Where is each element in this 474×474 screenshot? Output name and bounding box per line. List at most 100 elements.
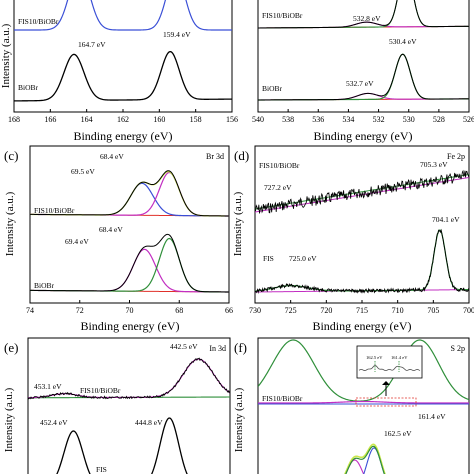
br3d-biobr-component-2 <box>30 237 229 293</box>
in3d-panel-label: (e) <box>4 340 18 355</box>
o1s-x-ticks: 540 538 536 534 532 530 528 526 <box>252 109 474 124</box>
s2p-fis10-component <box>258 339 469 402</box>
bi4f-peak-label-164-7: 164.7 eV <box>78 40 106 49</box>
s2p-fis10-background <box>258 400 469 404</box>
s2p-zoom-arrowhead <box>382 381 390 385</box>
o1s-x-tick-label: 530 <box>403 115 415 124</box>
br3d-peak-label-69-5: 69.5 eV <box>71 167 95 176</box>
fe2p-x-tick-label: 710 <box>392 306 404 315</box>
br3d-x-tick-label: 74 <box>26 306 34 315</box>
s2p-peak-label-162-5: 162.5 eV <box>384 429 412 438</box>
bi4f-peak-label-159-4: 159.4 eV <box>163 30 191 39</box>
o1s-x-tick-label: 534 <box>342 115 354 124</box>
panel-in3d: (e) In 3d Intensity (a.u.) FIS10/BiOBr 4… <box>3 337 231 474</box>
o1s-series-label-fis10: FIS10/BiOBr <box>262 11 303 20</box>
s2p-axes-frame <box>257 337 470 474</box>
panel-br3d: (c) Br 3d 74 72 70 68 66 Binding energy (eV)… <box>4 145 233 333</box>
o1s-x-tick-label: 532 <box>373 115 385 124</box>
fe2p-peak-label-727-2: 727.2 eV <box>264 183 292 192</box>
bi4f-x-ticks: 168 166 164 162 160 158 156 <box>8 109 238 124</box>
o1s-peak-label-532-8: 532.8 eV <box>353 14 381 23</box>
s2p-panel-label: (f) <box>234 340 247 355</box>
bi4f-x-tick-label: 164 <box>81 115 93 124</box>
bi4f-y-axis-title: Intensity (a.u.) <box>0 23 12 88</box>
fe2p-x-axis-title: Binding energy (eV) <box>312 319 411 333</box>
br3d-x-ticks: 74 72 70 68 66 <box>26 300 233 315</box>
fe2p-fis-component <box>255 229 469 292</box>
bi4f-x-tick-label: 166 <box>44 115 56 124</box>
o1s-peak-label-530-4: 530.4 eV <box>389 37 417 46</box>
o1s-x-tick-label: 526 <box>463 115 474 124</box>
fe2p-series-label-fis10: FIS10/BiOBr <box>259 161 300 170</box>
s2p-lower-component-2 <box>363 447 385 474</box>
o1s-series-label-biobr: BiOBr <box>262 84 283 93</box>
br3d-y-axis-title: Intensity (a.u.) <box>4 191 16 256</box>
o1s-biobr-component-2 <box>258 53 469 101</box>
bi4f-x-tick-label: 168 <box>8 115 20 124</box>
panel-bi4f: 168 166 164 162 160 158 156 Binding energy (eV… <box>0 0 238 143</box>
fe2p-x-tick-label: 715 <box>356 306 368 315</box>
fe2p-x-tick-label: 730 <box>249 306 261 315</box>
fe2p-x-tick-label: 700 <box>463 306 474 315</box>
fe2p-x-ticks: 730 725 720 715 710 705 700 <box>249 300 474 315</box>
s2p-inset: 162.5 eV 161.4 eV <box>356 345 423 379</box>
in3d-fis-envelope <box>56 417 188 474</box>
o1s-axes-frame <box>257 0 470 113</box>
panel-fe2p: (d) Fe 2p 730 725 720 715 710 705 700 Binding … <box>232 145 474 333</box>
bi4f-x-tick-label: 156 <box>226 115 238 124</box>
bi4f-series-label-biobr: BiOBr <box>18 83 39 92</box>
fe2p-series-label-fis: FIS <box>263 254 274 263</box>
o1s-peak-label-532-7: 532.7 eV <box>346 79 374 88</box>
s2p-lower-component <box>345 459 365 474</box>
br3d-axes-frame <box>29 145 230 304</box>
fe2p-x-tick-label: 720 <box>320 306 332 315</box>
bi4f-x-tick-label: 162 <box>117 115 129 124</box>
fe2p-core-level: Fe 2p <box>447 152 465 161</box>
s2p-peak-label-161-4: 161.4 eV <box>418 412 446 421</box>
fe2p-fis10-envelope <box>255 169 469 214</box>
in3d-peak-label-453-1: 453.1 eV <box>34 382 62 391</box>
fe2p-peak-label-725-0: 725.0 eV <box>289 254 317 263</box>
br3d-peak-label-69-4: 69.4 eV <box>65 237 89 246</box>
in3d-y-axis-title: Intensity (a.u.) <box>3 387 15 452</box>
fe2p-fis-envelope <box>255 228 469 294</box>
fe2p-x-tick-label: 725 <box>285 306 297 315</box>
fe2p-panel-label: (d) <box>234 148 249 163</box>
fe2p-peak-label-704-1: 704.1 eV <box>432 215 460 224</box>
br3d-x-tick-label: 72 <box>76 306 84 315</box>
br3d-series-label-biobr: BiOBr <box>34 281 55 290</box>
fe2p-peak-label-705-3: 705.3 eV <box>420 160 448 169</box>
br3d-x-tick-label: 66 <box>225 306 233 315</box>
s2p-inset-label-162-5: 162.5 eV <box>366 355 383 360</box>
in3d-peak-label-452-4: 452.4 eV <box>40 418 68 427</box>
o1s-x-tick-label: 528 <box>433 115 445 124</box>
in3d-series-label-fis10: FIS10/BiOBr <box>80 386 121 395</box>
in3d-peak-label-442-5: 442.5 eV <box>170 342 198 351</box>
bi4f-biobr-envelope <box>14 50 232 102</box>
panel-s2p: (f) S 2p Intensity (a.u.) FIS10/BiOBr 16… <box>233 337 470 474</box>
o1s-biobr-envelope <box>258 53 469 101</box>
s2p-core-level: S 2p <box>451 344 465 353</box>
o1s-x-tick-label: 540 <box>252 115 264 124</box>
br3d-core-level: Br 3d <box>206 152 224 161</box>
in3d-fis10-component <box>28 358 230 399</box>
s2p-series-label-fis10: FIS10/BiOBr <box>262 394 303 403</box>
o1s-x-tick-label: 538 <box>282 115 294 124</box>
o1s-x-axis-title: Binding energy (eV) <box>313 129 412 143</box>
br3d-fis10-envelope <box>30 170 229 217</box>
o1s-fis10-envelope <box>258 0 469 29</box>
s2p-inset-curve <box>358 364 421 371</box>
bi4f-x-tick-label: 160 <box>153 115 165 124</box>
s2p-y-axis-title: Intensity (a.u.) <box>233 387 245 452</box>
br3d-peak-label-68-4-bot: 68.4 eV <box>99 225 123 234</box>
br3d-series-label-fis10: FIS10/BiOBr <box>34 206 75 215</box>
br3d-x-axis-title: Binding energy (eV) <box>80 319 179 333</box>
br3d-x-tick-label: 70 <box>126 306 134 315</box>
s2p-lower-fit <box>344 443 386 474</box>
in3d-fis10-envelope <box>28 357 230 400</box>
in3d-core-level: In 3d <box>209 344 226 353</box>
br3d-x-tick-label: 68 <box>175 306 183 315</box>
bi4f-fis10-envelope <box>14 0 232 31</box>
bi4f-series-label-fis10: FIS10/BiOBr <box>18 17 59 26</box>
